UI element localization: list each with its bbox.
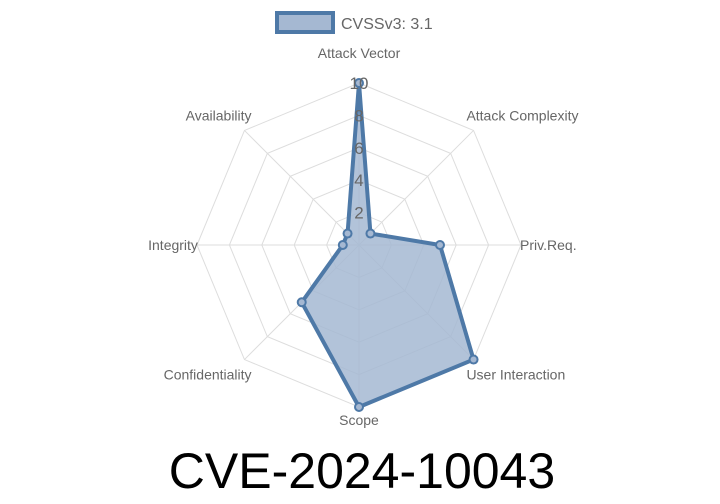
legend-swatch <box>275 11 335 34</box>
data-point <box>468 354 479 365</box>
data-point <box>435 240 445 250</box>
grid-spoke <box>244 130 360 246</box>
tick-label: 8 <box>354 106 363 125</box>
tick-label: 2 <box>354 204 363 223</box>
axis-label: Scope <box>339 412 379 428</box>
tick-label: 6 <box>354 139 363 158</box>
axis-label: Priv.Req. <box>520 237 577 253</box>
axis-label: Attack Complexity <box>466 108 578 124</box>
axis-label: Attack Vector <box>318 45 401 61</box>
data-point <box>354 402 364 412</box>
axis-label: User Interaction <box>466 366 565 382</box>
tick-label: 4 <box>354 171 363 190</box>
radial-ticks: 2 4 6 8 10 <box>350 74 369 223</box>
cve-title: CVE-2024-10043 <box>169 443 555 499</box>
data-point <box>337 240 348 250</box>
data-point <box>365 228 376 239</box>
tick-label: 10 <box>350 74 369 93</box>
legend[interactable]: CVSSv3: 3.1 <box>275 11 433 34</box>
data-point <box>342 228 353 239</box>
axis-label: Availability <box>186 108 252 124</box>
radar-series <box>296 78 479 412</box>
data-point <box>296 297 307 308</box>
data-point <box>354 78 364 88</box>
legend-label: CVSSv3: 3.1 <box>341 16 433 33</box>
axis-labels: Attack Vector Attack Complexity Priv.Req. U… <box>148 45 578 428</box>
axis-label: Integrity <box>148 237 198 253</box>
grid-spoke <box>358 130 474 246</box>
axis-label: Confidentiality <box>164 366 252 382</box>
